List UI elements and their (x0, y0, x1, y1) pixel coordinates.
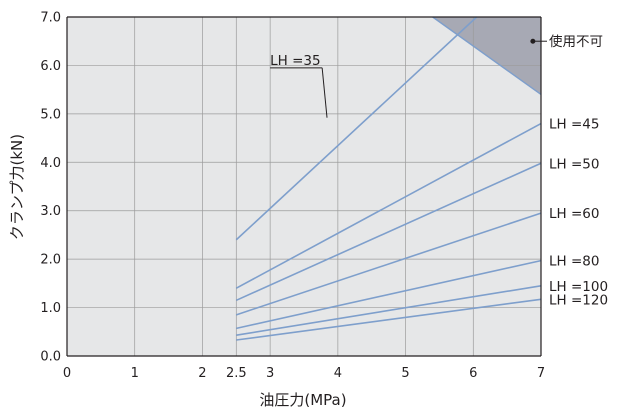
series-line (236, 259, 542, 330)
x-tick-label: 2 (198, 366, 206, 381)
series-line (235, 122, 542, 289)
y-axis-title: クランプ力(kN) (8, 134, 26, 240)
x-tick-label: 5 (401, 366, 409, 381)
x-axis-title: 油圧力(MPa) (259, 391, 346, 409)
unusable-boundary (432, 16, 542, 96)
y-tick-label: 3.0 (40, 204, 61, 219)
x-axis-ticks: 0 1 2 2.5 3 4 5 6 7 (63, 366, 545, 381)
y-tick-label: 5.0 (40, 107, 61, 122)
series-label: LH =80 (549, 254, 599, 270)
y-tick-label: 0.0 (40, 350, 61, 365)
x-tick-label: 6 (469, 366, 477, 381)
x-tick-label: 7 (537, 366, 545, 381)
unusable-legend: 使用不可 (530, 33, 603, 50)
y-tick-label: 7.0 (40, 11, 61, 26)
y-tick-label: 2.0 (40, 253, 61, 268)
y-axis-ticks: 0.0 1.0 2.0 3.0 4.0 5.0 6.0 7.0 (40, 11, 61, 365)
y-tick-label: 4.0 (40, 156, 61, 171)
unusable-label: 使用不可 (549, 33, 603, 50)
series-label: LH =60 (549, 206, 599, 222)
plot-background (67, 17, 541, 356)
series-lines (235, 16, 542, 341)
series-label: LH =35 (270, 53, 320, 69)
series-line (235, 162, 542, 302)
x-tick-label: 3 (266, 366, 274, 381)
series-label-leader (321, 67, 328, 118)
x-tick-label: 0 (63, 366, 71, 381)
series-line (235, 16, 478, 241)
x-tick-label: 2.5 (226, 366, 247, 381)
x-tick-label: 4 (334, 366, 342, 381)
axes (66, 16, 542, 357)
series-label: LH =100 (549, 279, 608, 295)
y-tick-label: 6.0 (40, 59, 61, 74)
series-label: LH =45 (549, 117, 599, 133)
series-line (236, 284, 542, 336)
series-label: LH =120 (549, 292, 608, 308)
series-line (236, 298, 542, 341)
grid (67, 17, 541, 356)
y-tick-label: 1.0 (40, 301, 61, 316)
x-tick-label: 1 (131, 366, 139, 381)
series-labels: LH =35 LH =45 LH =50 LH =60 LH =80 LH =100LH … (270, 53, 608, 308)
series-label: LH =50 (549, 156, 599, 172)
series-line (236, 212, 542, 316)
